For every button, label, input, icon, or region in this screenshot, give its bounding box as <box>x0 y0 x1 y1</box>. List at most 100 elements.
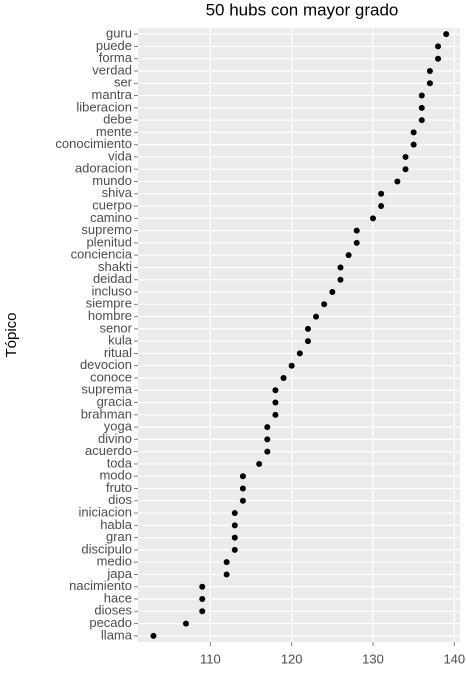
y-tick-label: discipulo <box>81 541 132 556</box>
dot <box>321 301 328 308</box>
dot <box>435 43 442 50</box>
y-tick-label: gracia <box>97 394 133 409</box>
y-axis-label: Tópico <box>3 312 20 357</box>
y-tick-label: iniciacion <box>79 504 132 519</box>
dot <box>353 227 360 234</box>
dot <box>272 411 279 418</box>
x-tick-label: 130 <box>362 651 384 666</box>
dot <box>418 104 425 111</box>
y-tick-label: shakti <box>98 259 132 274</box>
y-tick-label: siempre <box>86 296 132 311</box>
dot <box>329 289 336 296</box>
dot <box>231 546 238 553</box>
y-tick-label: fruto <box>106 480 132 495</box>
dot <box>150 632 157 639</box>
y-tick-label: plenitud <box>86 234 132 249</box>
dot <box>296 350 303 357</box>
y-tick-label: hace <box>104 590 132 605</box>
dot <box>199 583 206 590</box>
dot <box>353 239 360 246</box>
dot <box>223 559 230 566</box>
y-tick-label: liberacion <box>76 99 132 114</box>
dot <box>435 55 442 62</box>
y-tick-label: senor <box>99 320 132 335</box>
dot <box>264 448 271 455</box>
dot <box>272 387 279 394</box>
dot <box>313 313 320 320</box>
dot <box>345 252 352 259</box>
y-tick-label: ritual <box>104 345 132 360</box>
dot <box>256 460 263 467</box>
y-tick-label: conocimiento <box>55 136 132 151</box>
dot <box>410 141 417 148</box>
dot <box>199 608 206 615</box>
dot <box>369 215 376 222</box>
dot <box>337 264 344 271</box>
y-tick-label: kula <box>108 333 133 348</box>
y-tick-label: llama <box>101 627 133 642</box>
y-tick-label: japa <box>106 566 132 581</box>
y-tick-label: dioses <box>94 603 132 618</box>
dot <box>182 620 189 627</box>
x-tick-label: 140 <box>443 651 465 666</box>
y-tick-label: verdad <box>92 62 132 77</box>
dot <box>378 190 385 197</box>
dot <box>418 117 425 124</box>
y-tick-label: hombre <box>88 308 132 323</box>
y-tick-label: guru <box>106 26 132 41</box>
x-tick-label: 120 <box>281 651 303 666</box>
dot <box>410 129 417 136</box>
y-tick-label: mente <box>96 124 132 139</box>
y-tick-label: puede <box>96 38 132 53</box>
dot <box>304 338 311 345</box>
y-tick-label: medio <box>97 554 132 569</box>
panel <box>138 28 460 642</box>
y-tick-label: incluso <box>92 283 132 298</box>
y-tick-label: toda <box>107 455 133 470</box>
y-tick-label: deidad <box>93 271 132 286</box>
y-tick-label: vida <box>108 148 133 163</box>
dot <box>223 571 230 578</box>
x-tick-label: 110 <box>200 651 221 666</box>
y-tick-label: acuerdo <box>85 443 132 458</box>
dot <box>239 473 246 480</box>
y-tick-label: nacimiento <box>69 578 132 593</box>
y-tick-label: gran <box>106 529 132 544</box>
dot <box>264 436 271 443</box>
y-tick-label: suprema <box>81 382 132 397</box>
dot <box>264 424 271 431</box>
y-tick-label: supremo <box>81 222 132 237</box>
y-tick-label: mantra <box>92 87 133 102</box>
dot <box>426 67 433 74</box>
y-tick-label: yoga <box>104 419 133 434</box>
dot <box>288 362 295 369</box>
dot <box>402 153 409 160</box>
dot <box>426 80 433 87</box>
dot <box>378 203 385 210</box>
y-tick-label: forma <box>99 50 133 65</box>
dot <box>418 92 425 99</box>
y-tick-label: divino <box>98 431 132 446</box>
y-tick-label: camino <box>90 210 132 225</box>
y-tick-label: debe <box>103 112 132 127</box>
chart-title: 50 hubs con mayor grado <box>206 0 399 19</box>
dot <box>239 497 246 504</box>
y-tick-label: dios <box>108 492 132 507</box>
dot <box>337 276 344 283</box>
y-tick-label: conoce <box>90 369 132 384</box>
y-tick-label: pecado <box>89 615 132 630</box>
y-tick-label: shiva <box>102 185 133 200</box>
dot <box>272 399 279 406</box>
y-tick-label: brahman <box>81 406 132 421</box>
y-tick-label: mundo <box>92 173 132 188</box>
dot <box>280 374 287 381</box>
y-tick-label: ser <box>114 75 133 90</box>
y-tick-label: modo <box>99 468 132 483</box>
dot <box>304 325 311 332</box>
dot <box>443 31 450 38</box>
dot <box>239 485 246 492</box>
dot <box>394 178 401 185</box>
y-tick-label: conciencia <box>71 247 133 262</box>
dot <box>402 166 409 173</box>
